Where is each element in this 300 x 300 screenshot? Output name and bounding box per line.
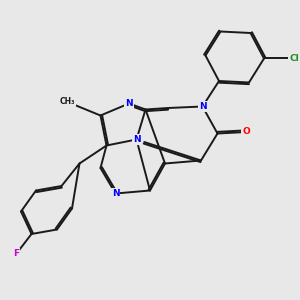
Text: N: N [112, 189, 119, 198]
Text: N: N [133, 135, 140, 144]
Text: CH₃: CH₃ [60, 98, 75, 106]
Text: N: N [199, 102, 206, 111]
Text: Cl: Cl [289, 54, 299, 63]
Text: F: F [14, 249, 20, 258]
Text: N: N [125, 99, 133, 108]
Text: O: O [242, 128, 250, 136]
